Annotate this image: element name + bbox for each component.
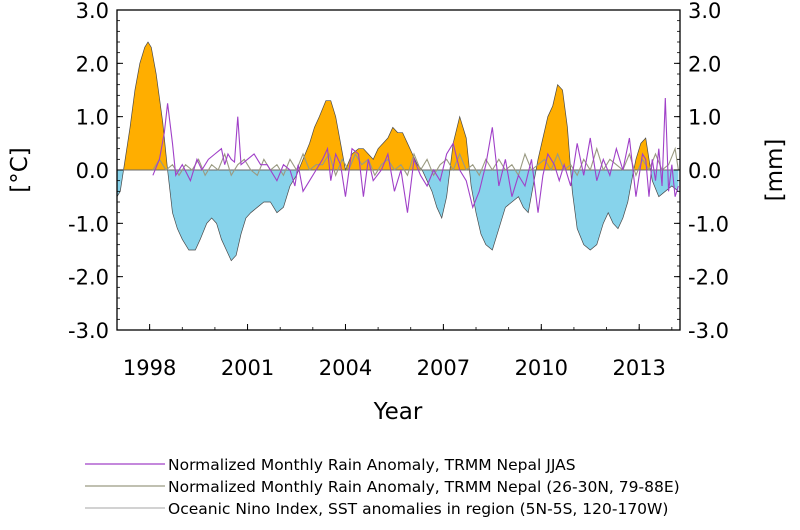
x-tick-label: 2004 [319,356,372,380]
y-axis-title-left: [°C] [7,147,33,193]
oni-outline-line [116,41,679,262]
y-axis-title-right: [mm] [762,139,788,202]
y-tick-label-right: 0.0 [688,159,721,183]
y-tick-label-left: 3.0 [76,0,109,23]
x-tick-label: 1998 [123,356,176,380]
axis-tick-labels: 3.0 3.0 2.0 2.0 1.0 1.0 0.0 0.0 -1.0 -1.0 -2.0 -2.0… [68,0,729,380]
legend-label-rain-region: Normalized Monthly Rain Anomaly, TRMM Ne… [168,478,680,496]
y-tick-label-left: -1.0 [68,212,109,236]
y-tick-label-right: -2.0 [688,266,729,290]
oni-positive-area [117,42,679,170]
y-tick-label-left: 0.0 [76,159,109,183]
y-tick-label-left: 2.0 [76,52,109,76]
y-tick-label-left: 1.0 [76,106,109,130]
rain-jjas-line [152,97,679,213]
legend-label-oni: Oceanic Nino Index, SST anomalies in reg… [168,500,668,518]
legend-label-rain-jjas: Normalized Monthly Rain Anomaly, TRMM Ne… [168,456,576,474]
x-tick-label: 2001 [221,356,274,380]
rain-anomaly-lines [152,97,679,213]
y-tick-label-right: 1.0 [688,106,721,130]
y-tick-label-right: -1.0 [688,212,729,236]
y-tick-label-right: 3.0 [688,0,721,23]
y-tick-label-right: -3.0 [688,319,729,343]
y-tick-label-left: -2.0 [68,266,109,290]
axis-ticks [116,9,680,331]
legend: Normalized Monthly Rain Anomaly, TRMM Ne… [85,456,680,518]
x-tick-label: 2013 [612,356,665,380]
oni-area-fills [116,41,680,262]
x-tick-label: 2010 [515,356,568,380]
x-tick-label: 2007 [417,356,470,380]
y-tick-label-right: 2.0 [688,52,721,76]
x-axis-title: Year [373,399,423,425]
oni-negative-area [117,170,679,261]
y-tick-label-left: -3.0 [68,319,109,343]
